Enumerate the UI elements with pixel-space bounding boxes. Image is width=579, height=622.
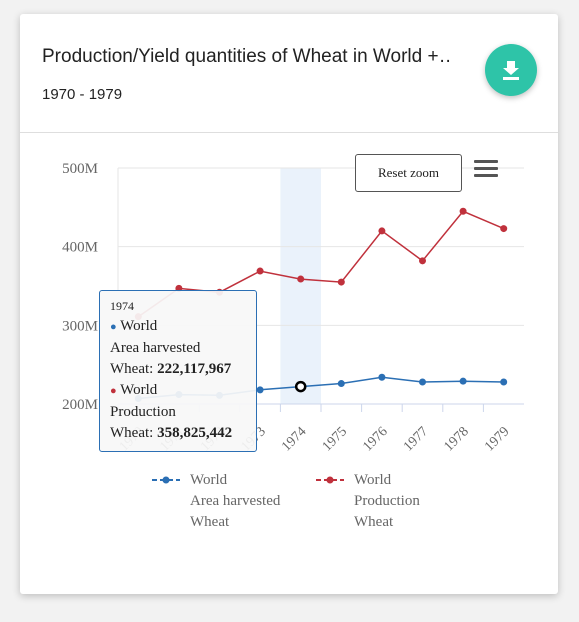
data-point: [419, 378, 426, 386]
data-point: [337, 278, 345, 286]
download-button[interactable]: [485, 44, 537, 96]
data-point: [297, 275, 305, 283]
y-tick-label: 400M: [62, 240, 98, 256]
tooltip-series1-measure: Area harvested: [110, 340, 201, 356]
chart-title: Production/Yield quantities of Wheat in …: [42, 46, 452, 67]
y-tick-label: 200M: [62, 397, 98, 413]
download-icon: [503, 61, 519, 80]
x-tick-label: 1977: [401, 424, 431, 454]
hamburger-menu-icon[interactable]: [474, 160, 498, 180]
reset-zoom-button[interactable]: Reset zoom: [355, 154, 462, 192]
card-header: Production/Yield quantities of Wheat in …: [20, 14, 558, 133]
y-tick-label: 300M: [62, 318, 98, 334]
data-point: [500, 378, 508, 386]
tooltip-year: 1974: [110, 299, 134, 313]
tooltip-series2-name: ● World: [110, 382, 158, 398]
chart-subtitle: 1970 - 1979: [42, 86, 123, 103]
data-point: [337, 380, 345, 388]
x-tick-label: 1975: [320, 424, 350, 454]
data-point: [378, 227, 386, 235]
data-point: [419, 257, 426, 265]
tooltip-series2-value: Wheat: 358,825,442: [110, 425, 233, 441]
tooltip-series1-name: ● World: [110, 318, 158, 334]
legend-label-area-harvested: World Area harvested Wheat: [190, 472, 281, 530]
x-tick-label: 1974: [279, 424, 309, 454]
legend-symbol-production: [316, 476, 344, 484]
x-tick-label: 1976: [360, 424, 390, 454]
data-point: [500, 225, 508, 233]
data-point-hovered: [294, 380, 307, 393]
tooltip-series2-measure: Production: [110, 404, 176, 420]
data-point: [459, 377, 467, 385]
data-point: [256, 267, 264, 275]
highlight-band: [280, 168, 321, 404]
data-point: [378, 373, 386, 381]
legend-label-production: World Production Wheat: [354, 472, 420, 530]
data-point: [256, 386, 264, 394]
chart-tooltip: 1974 ● World Area harvested Wheat: 222,1…: [99, 290, 257, 452]
legend-symbol-area-harvested: [152, 476, 180, 484]
y-tick-label: 500M: [62, 161, 98, 177]
tooltip-series1-value: Wheat: 222,117,967: [110, 361, 232, 377]
data-point: [459, 207, 467, 215]
x-tick-label: 1978: [442, 424, 472, 454]
x-tick-label: 1979: [482, 424, 512, 454]
